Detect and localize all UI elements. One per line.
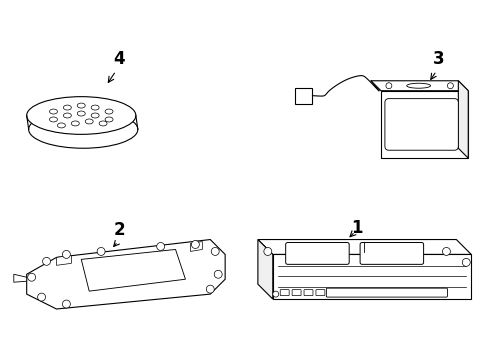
FancyBboxPatch shape [304,290,312,296]
Ellipse shape [406,83,429,88]
Ellipse shape [85,119,93,124]
Ellipse shape [91,105,99,110]
Polygon shape [272,255,470,299]
Circle shape [206,285,214,293]
Polygon shape [294,88,312,104]
Circle shape [272,291,278,297]
Ellipse shape [27,96,136,134]
Ellipse shape [105,117,113,122]
Circle shape [461,258,469,266]
FancyBboxPatch shape [359,243,423,264]
Ellipse shape [91,113,99,118]
Text: 2: 2 [113,221,124,239]
Polygon shape [81,249,185,291]
Circle shape [214,270,222,278]
Ellipse shape [57,123,65,128]
Polygon shape [27,239,224,309]
Circle shape [28,273,36,281]
Circle shape [211,247,219,255]
Circle shape [156,243,164,251]
FancyBboxPatch shape [325,288,447,297]
Polygon shape [190,242,202,251]
Text: 3: 3 [432,50,444,68]
Circle shape [62,251,70,258]
Ellipse shape [77,111,85,116]
FancyBboxPatch shape [280,290,288,296]
FancyBboxPatch shape [384,99,457,150]
Text: 1: 1 [351,219,362,237]
Circle shape [62,300,70,308]
Polygon shape [14,274,27,282]
Ellipse shape [63,113,71,118]
Polygon shape [257,239,272,299]
Circle shape [447,83,452,89]
Ellipse shape [29,111,138,148]
Circle shape [442,247,449,255]
Circle shape [42,257,50,265]
Text: 4: 4 [113,50,124,68]
Ellipse shape [71,121,79,126]
Ellipse shape [105,109,113,114]
Circle shape [191,240,199,248]
Ellipse shape [49,117,57,122]
Polygon shape [380,91,468,158]
Circle shape [385,83,391,89]
FancyBboxPatch shape [315,290,324,296]
Circle shape [97,247,105,255]
Ellipse shape [63,105,71,110]
Circle shape [38,293,45,301]
Polygon shape [257,239,470,255]
Polygon shape [370,81,468,91]
Ellipse shape [77,103,85,108]
Polygon shape [457,81,468,158]
FancyBboxPatch shape [285,243,348,264]
Circle shape [264,247,271,255]
Ellipse shape [99,121,107,126]
Ellipse shape [49,109,57,114]
FancyBboxPatch shape [291,290,301,296]
Polygon shape [56,255,71,265]
